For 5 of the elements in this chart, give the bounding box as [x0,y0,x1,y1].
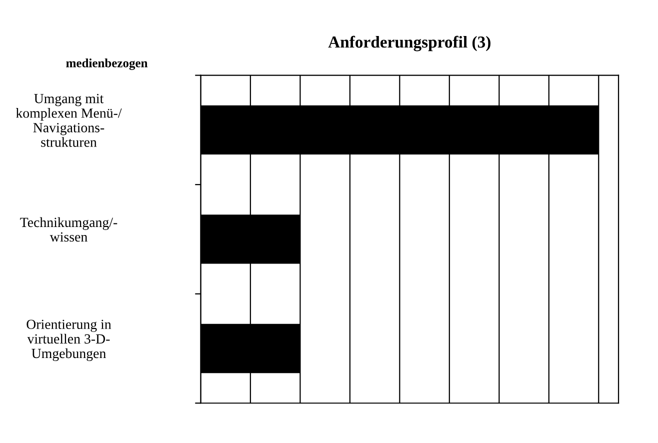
y-tick-label: Orientierung in virtuellen 3-D- Umgebungen [26,320,112,361]
y-tick-label: Technikumgang/- wissen [20,217,118,242]
y-tick-label: Umgang mit komplexen Menü-/ Navigations- strukturen [16,94,122,147]
y-axis-title: medienbezogen [66,58,148,70]
chart-title: Anforderungsprofil (3) [328,36,490,52]
